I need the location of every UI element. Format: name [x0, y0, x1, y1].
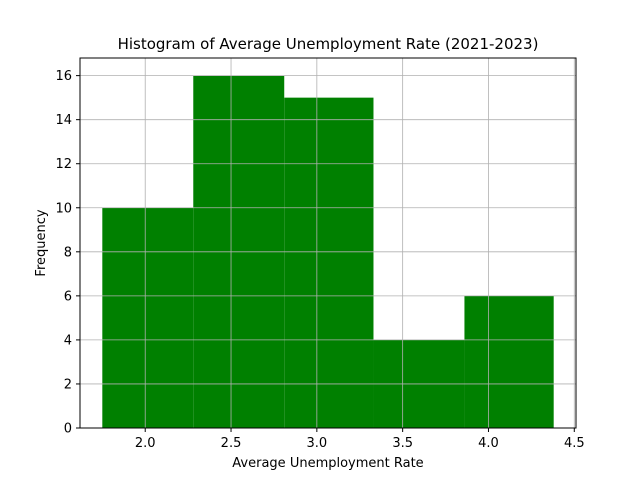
x-tick-label-3: 3.5 [392, 436, 413, 451]
x-tick-label-0: 2.0 [135, 436, 156, 451]
histogram-bar-0 [102, 207, 194, 428]
y-tick-label-7: 14 [55, 113, 72, 128]
y-tick-label-2: 4 [64, 333, 72, 348]
y-axis-label: Frequency [34, 209, 49, 276]
x-axis-label: Average Unemployment Rate [232, 456, 423, 471]
y-tick-label-3: 6 [64, 289, 72, 304]
y-tick-label-8: 16 [55, 69, 72, 84]
x-tick-label-5: 4.5 [564, 436, 585, 451]
chart-title: Histogram of Average Unemployment Rate (… [118, 35, 539, 53]
y-tick-label-1: 2 [64, 377, 72, 392]
x-tick-label-4: 4.0 [478, 436, 499, 451]
y-tick-label-6: 12 [55, 157, 72, 172]
histogram-bar-4 [464, 295, 554, 428]
plot-frame [79, 57, 577, 429]
y-tick-label-0: 0 [64, 422, 72, 437]
y-tick-label-4: 8 [64, 245, 72, 260]
histogram-bar-2 [284, 97, 374, 429]
ticks-layer: 2.0 2.5 3.0 3.5 4.0 4.5 0 2 4 6 8 10 12 14 16 [55, 69, 584, 451]
axes-frame [79, 57, 577, 429]
y-tick-label-5: 10 [55, 201, 72, 216]
x-tick-label-1: 2.5 [221, 436, 242, 451]
x-tick-label-2: 3.0 [307, 436, 328, 451]
